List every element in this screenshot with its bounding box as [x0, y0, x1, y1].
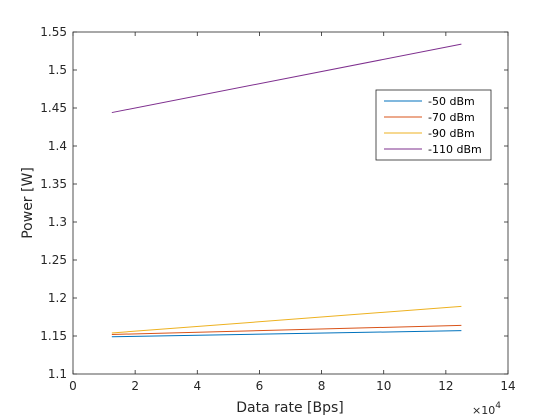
axes-layer — [72, 31, 509, 375]
y-tick-label: 1.1 — [48, 367, 67, 381]
ticks-layer: 0 2 4 6 8 10 12 14 1.1 1.15 1.2 1.25 1.3 1.35 1.4 1.45 1… — [40, 25, 515, 393]
x-tick-label: 2 — [131, 379, 139, 393]
x-axis-multiplier: ×104 — [472, 401, 501, 417]
x-axis-label: Data rate [Bps] — [236, 400, 343, 416]
series-line-1 — [111, 324, 462, 335]
x-multiplier-exponent: 4 — [495, 401, 501, 411]
y-tick-label: 1.25 — [40, 253, 67, 267]
y-tick-label: 1.15 — [40, 329, 67, 343]
x-tick-label: 12 — [438, 379, 453, 393]
plot-area — [73, 32, 508, 374]
legend-label-3: -110 dBm — [428, 143, 482, 156]
legend: -50 dBm -70 dBm -90 dBm -110 dBm — [375, 89, 492, 161]
x-multiplier-base: ×10 — [472, 404, 495, 417]
axes-box — [72, 31, 509, 375]
x-tick-label: 6 — [256, 379, 264, 393]
y-tick-label: 1.2 — [48, 291, 67, 305]
x-tick-label: 14 — [500, 379, 515, 393]
series-line-2 — [111, 305, 462, 334]
y-tick-label: 1.3 — [48, 215, 67, 229]
series-line-0 — [111, 330, 462, 338]
x-tick-label: 8 — [318, 379, 326, 393]
y-tick-label: 1.35 — [40, 177, 67, 191]
x-tick-label: 0 — [69, 379, 77, 393]
y-tick-label: 1.55 — [40, 25, 67, 39]
y-tick-label: 1.4 — [48, 139, 67, 153]
legend-label-1: -70 dBm — [428, 111, 475, 124]
series-line-3 — [111, 43, 462, 114]
y-tick-label: 1.5 — [48, 63, 67, 77]
series-layer — [111, 43, 462, 338]
legend-label-0: -50 dBm — [428, 95, 475, 108]
y-tick-label: 1.45 — [40, 101, 67, 115]
legend-label-2: -90 dBm — [428, 127, 475, 140]
x-tick-label: 10 — [376, 379, 391, 393]
y-axis-label: Power [W] — [20, 167, 36, 239]
legend-box — [375, 89, 492, 161]
x-tick-label: 4 — [193, 379, 201, 393]
